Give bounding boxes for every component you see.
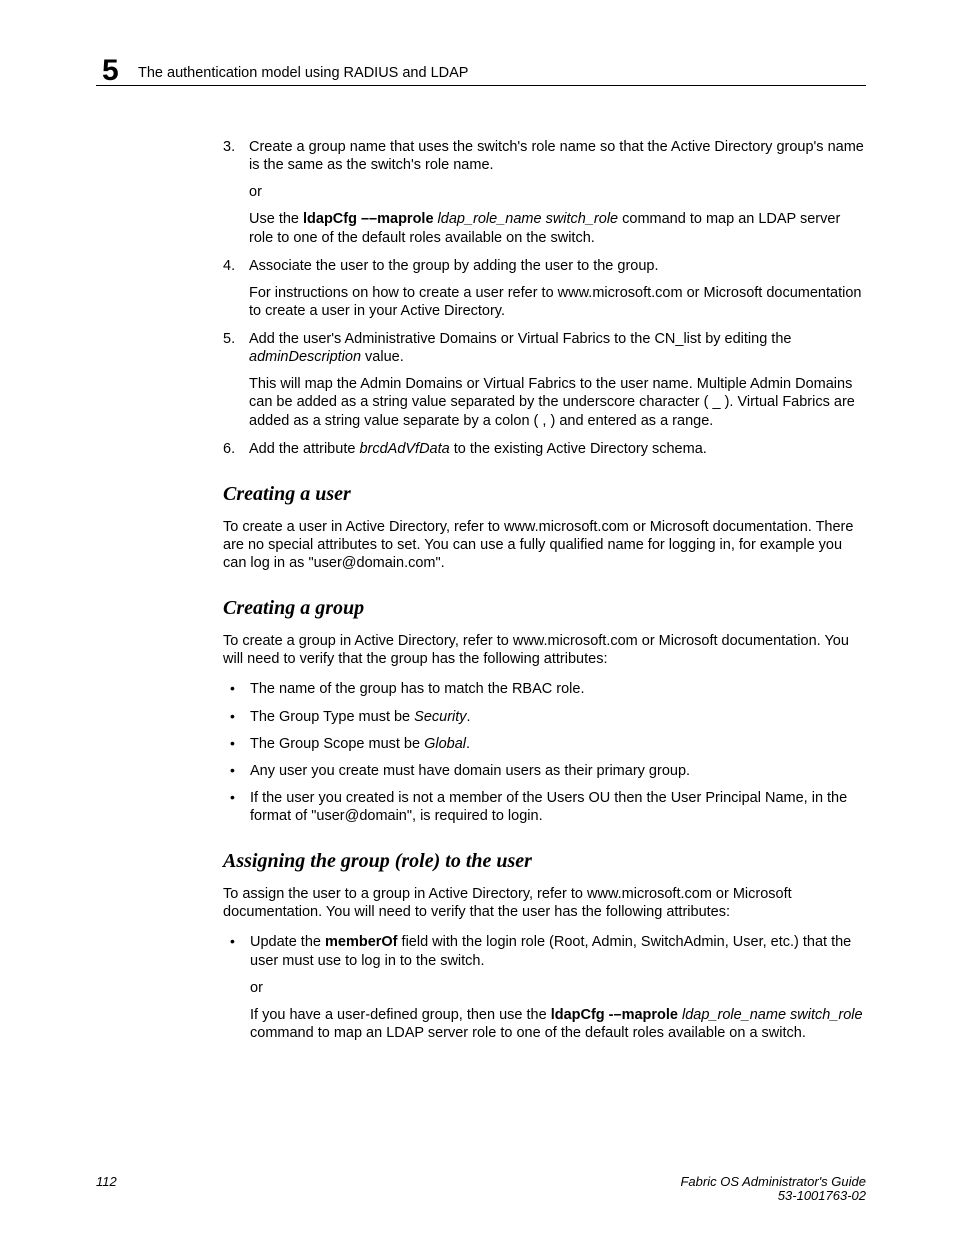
heading-assigning: Assigning the group (role) to the user bbox=[223, 849, 867, 874]
running-header: The authentication model using RADIUS an… bbox=[138, 65, 468, 81]
paragraph: To create a group in Active Directory, r… bbox=[223, 632, 867, 668]
main-content: 3. Create a group name that uses the swi… bbox=[223, 138, 867, 1051]
step-number: 6. bbox=[223, 440, 235, 458]
italic-term: Global bbox=[424, 736, 466, 752]
step-number: 4. bbox=[223, 257, 235, 275]
step-text: Associate the user to the group by addin… bbox=[249, 258, 659, 274]
header-rule bbox=[96, 85, 866, 86]
command: ldapCfg ––maprole bbox=[303, 211, 434, 227]
italic-term: Security bbox=[414, 709, 466, 725]
step-5: 5. Add the user's Administrative Domains… bbox=[223, 330, 867, 430]
paragraph: To assign the user to a group in Active … bbox=[223, 885, 867, 921]
footer-page-number: 112 bbox=[96, 1174, 117, 1189]
step-text: Create a group name that uses the switch… bbox=[249, 139, 864, 173]
bullet-icon: • bbox=[230, 708, 235, 726]
step-number: 5. bbox=[223, 330, 235, 348]
chapter-number: 5 bbox=[102, 54, 119, 88]
bullet-icon: • bbox=[230, 762, 235, 780]
command-args: ldap_role_name switch_role bbox=[678, 1007, 863, 1023]
list-item: • If the user you created is not a membe… bbox=[223, 789, 867, 825]
command: ldapCfg -–maprole bbox=[551, 1007, 678, 1023]
step-or: or bbox=[249, 183, 867, 201]
list-or: or bbox=[250, 979, 867, 997]
list-item: • The name of the group has to match the… bbox=[223, 680, 867, 698]
step-text: Add the user's Administrative Domains or… bbox=[249, 331, 791, 365]
list-item: • Update the memberOf field with the log… bbox=[223, 933, 867, 1042]
bullet-list: • Update the memberOf field with the log… bbox=[223, 933, 867, 1042]
bullet-icon: • bbox=[230, 680, 235, 698]
step-4: 4. Associate the user to the group by ad… bbox=[223, 257, 867, 320]
step-sub: This will map the Admin Domains or Virtu… bbox=[249, 375, 867, 429]
heading-creating-group: Creating a group bbox=[223, 596, 867, 621]
page: 5 The authentication model using RADIUS … bbox=[0, 0, 954, 1235]
step-sub: For instructions on how to create a user… bbox=[249, 284, 867, 320]
heading-creating-user: Creating a user bbox=[223, 482, 867, 507]
list-item: • The Group Scope must be Global. bbox=[223, 735, 867, 753]
paragraph: To create a user in Active Directory, re… bbox=[223, 518, 867, 572]
step-number: 3. bbox=[223, 138, 235, 156]
footer-doc-number: 53-1001763-02 bbox=[778, 1188, 866, 1203]
bullet-icon: • bbox=[230, 735, 235, 753]
list-item: • The Group Type must be Security. bbox=[223, 708, 867, 726]
footer-doc-title: Fabric OS Administrator's Guide bbox=[680, 1174, 866, 1189]
bullet-list: • The name of the group has to match the… bbox=[223, 680, 867, 825]
step-3: 3. Create a group name that uses the swi… bbox=[223, 138, 867, 247]
step-text: Add the attribute brcdAdVfData to the ex… bbox=[249, 441, 707, 457]
list-item: • Any user you create must have domain u… bbox=[223, 762, 867, 780]
italic-term: brcdAdVfData bbox=[359, 441, 449, 457]
step-sub: Use the ldapCfg ––maprole ldap_role_name… bbox=[249, 210, 867, 246]
italic-term: adminDescription bbox=[249, 349, 361, 365]
bullet-icon: • bbox=[230, 789, 235, 807]
bold-term: memberOf bbox=[325, 934, 398, 950]
bullet-icon: • bbox=[230, 933, 235, 951]
command-args: ldap_role_name switch_role bbox=[434, 211, 619, 227]
list-sub: If you have a user-defined group, then u… bbox=[250, 1006, 867, 1042]
step-6: 6. Add the attribute brcdAdVfData to the… bbox=[223, 440, 867, 458]
